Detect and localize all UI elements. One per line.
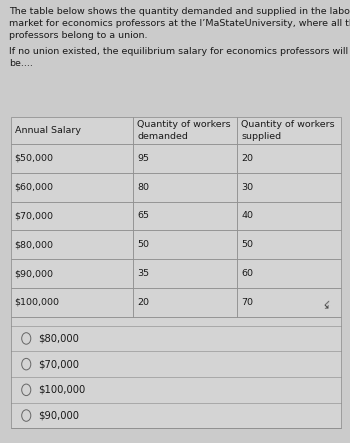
Text: 95: 95 (137, 154, 149, 163)
Text: The table below shows the quantity demanded and supplied in the labor: The table below shows the quantity deman… (9, 7, 350, 16)
Text: 65: 65 (137, 211, 149, 221)
Text: 50: 50 (241, 240, 253, 249)
Text: $60,000: $60,000 (15, 183, 54, 192)
Text: be....: be.... (9, 59, 33, 68)
Text: $70,000: $70,000 (15, 211, 54, 221)
Text: 35: 35 (137, 269, 149, 278)
Bar (10, 259, 133, 288)
Bar (10, 144, 133, 173)
Bar (10, 230, 133, 259)
Bar (133, 144, 237, 173)
Text: professors belong to a union.: professors belong to a union. (9, 31, 147, 39)
Bar (133, 288, 237, 317)
Text: Quantity of workers
demanded: Quantity of workers demanded (137, 120, 231, 141)
Text: 50: 50 (137, 240, 149, 249)
Bar (237, 173, 341, 202)
Bar (10, 202, 133, 230)
Text: 30: 30 (241, 183, 253, 192)
Text: $50,000: $50,000 (15, 154, 54, 163)
Text: Annual Salary: Annual Salary (15, 126, 81, 135)
Text: 60: 60 (241, 269, 253, 278)
Bar (237, 230, 341, 259)
Text: 80: 80 (137, 183, 149, 192)
Text: ↳: ↳ (318, 301, 332, 315)
Bar (237, 144, 341, 173)
Bar (10, 117, 133, 144)
Bar (133, 173, 237, 202)
Bar (237, 202, 341, 230)
Text: 20: 20 (241, 154, 253, 163)
Bar (133, 230, 237, 259)
Bar (237, 259, 341, 288)
Text: $80,000: $80,000 (38, 334, 79, 343)
Bar (133, 117, 237, 144)
Text: $100,000: $100,000 (38, 385, 85, 395)
Bar (133, 202, 237, 230)
Bar (10, 173, 133, 202)
Text: $90,000: $90,000 (38, 411, 79, 420)
Text: 20: 20 (137, 298, 149, 307)
Text: $90,000: $90,000 (15, 269, 54, 278)
Text: $80,000: $80,000 (15, 240, 54, 249)
Bar (237, 117, 341, 144)
Text: $70,000: $70,000 (38, 359, 79, 369)
Bar (237, 288, 341, 317)
Text: 70: 70 (241, 298, 253, 307)
Text: market for economics professors at the I’MaStateUniversity, where all the: market for economics professors at the I… (9, 19, 350, 27)
Text: Quantity of workers
supplied: Quantity of workers supplied (241, 120, 335, 141)
Text: 40: 40 (241, 211, 253, 221)
Bar (133, 259, 237, 288)
Bar (10, 288, 133, 317)
Text: $100,000: $100,000 (15, 298, 60, 307)
Text: If no union existed, the equilibrium salary for economics professors will: If no union existed, the equilibrium sal… (9, 47, 348, 56)
